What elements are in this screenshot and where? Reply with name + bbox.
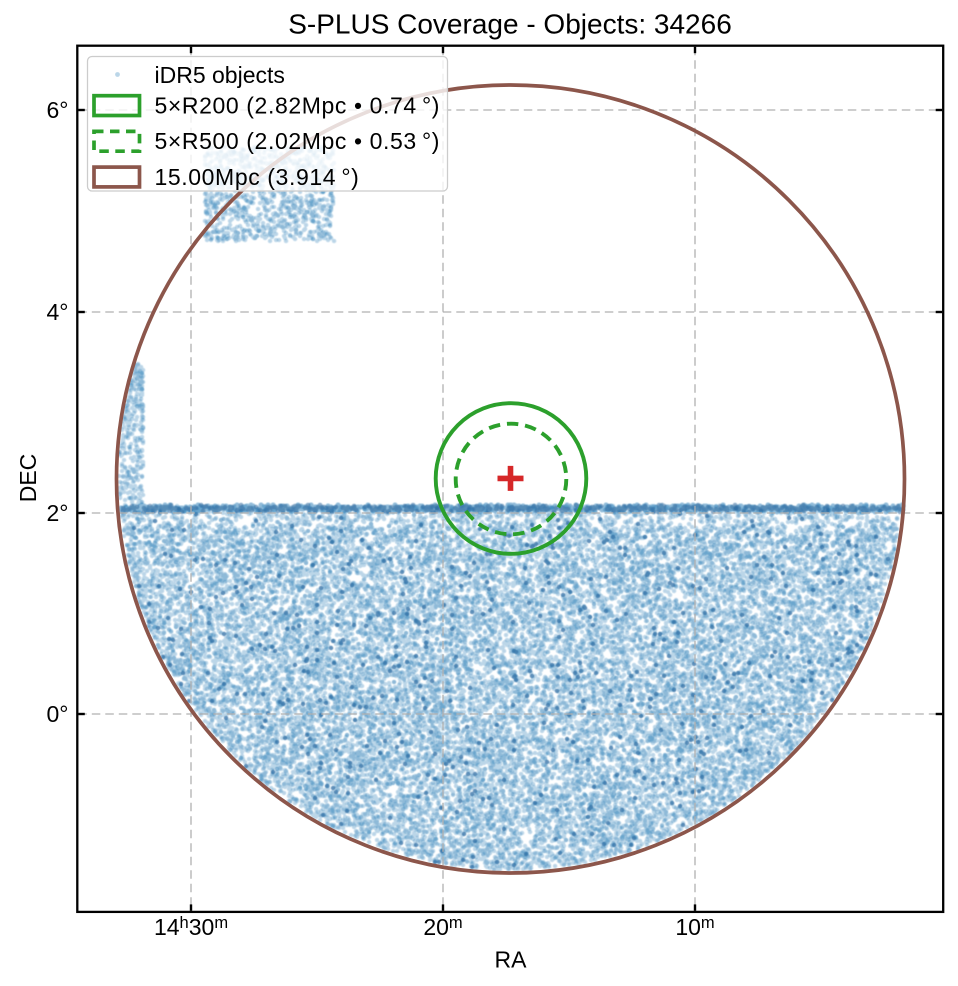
svg-text:20m: 20m xyxy=(423,914,462,940)
svg-text:6°: 6° xyxy=(47,97,69,123)
svg-text:2°: 2° xyxy=(47,500,69,526)
svg-text:4°: 4° xyxy=(47,299,69,325)
svg-text:14h30m: 14h30m xyxy=(154,914,228,940)
svg-text:5×R500 (2.02Mpc • 0.53 °): 5×R500 (2.02Mpc • 0.53 °) xyxy=(155,128,441,154)
svg-text:RA: RA xyxy=(495,947,528,973)
svg-text:S-PLUS Coverage - Objects: 342: S-PLUS Coverage - Objects: 34266 xyxy=(288,9,732,40)
svg-text:15.00Mpc (3.914 °): 15.00Mpc (3.914 °) xyxy=(155,164,360,190)
svg-text:5×R200 (2.82Mpc • 0.74 °): 5×R200 (2.82Mpc • 0.74 °) xyxy=(155,93,441,119)
svg-text:iDR5 objects: iDR5 objects xyxy=(155,62,285,88)
svg-text:DEC: DEC xyxy=(15,454,41,503)
svg-text:0°: 0° xyxy=(47,701,69,727)
